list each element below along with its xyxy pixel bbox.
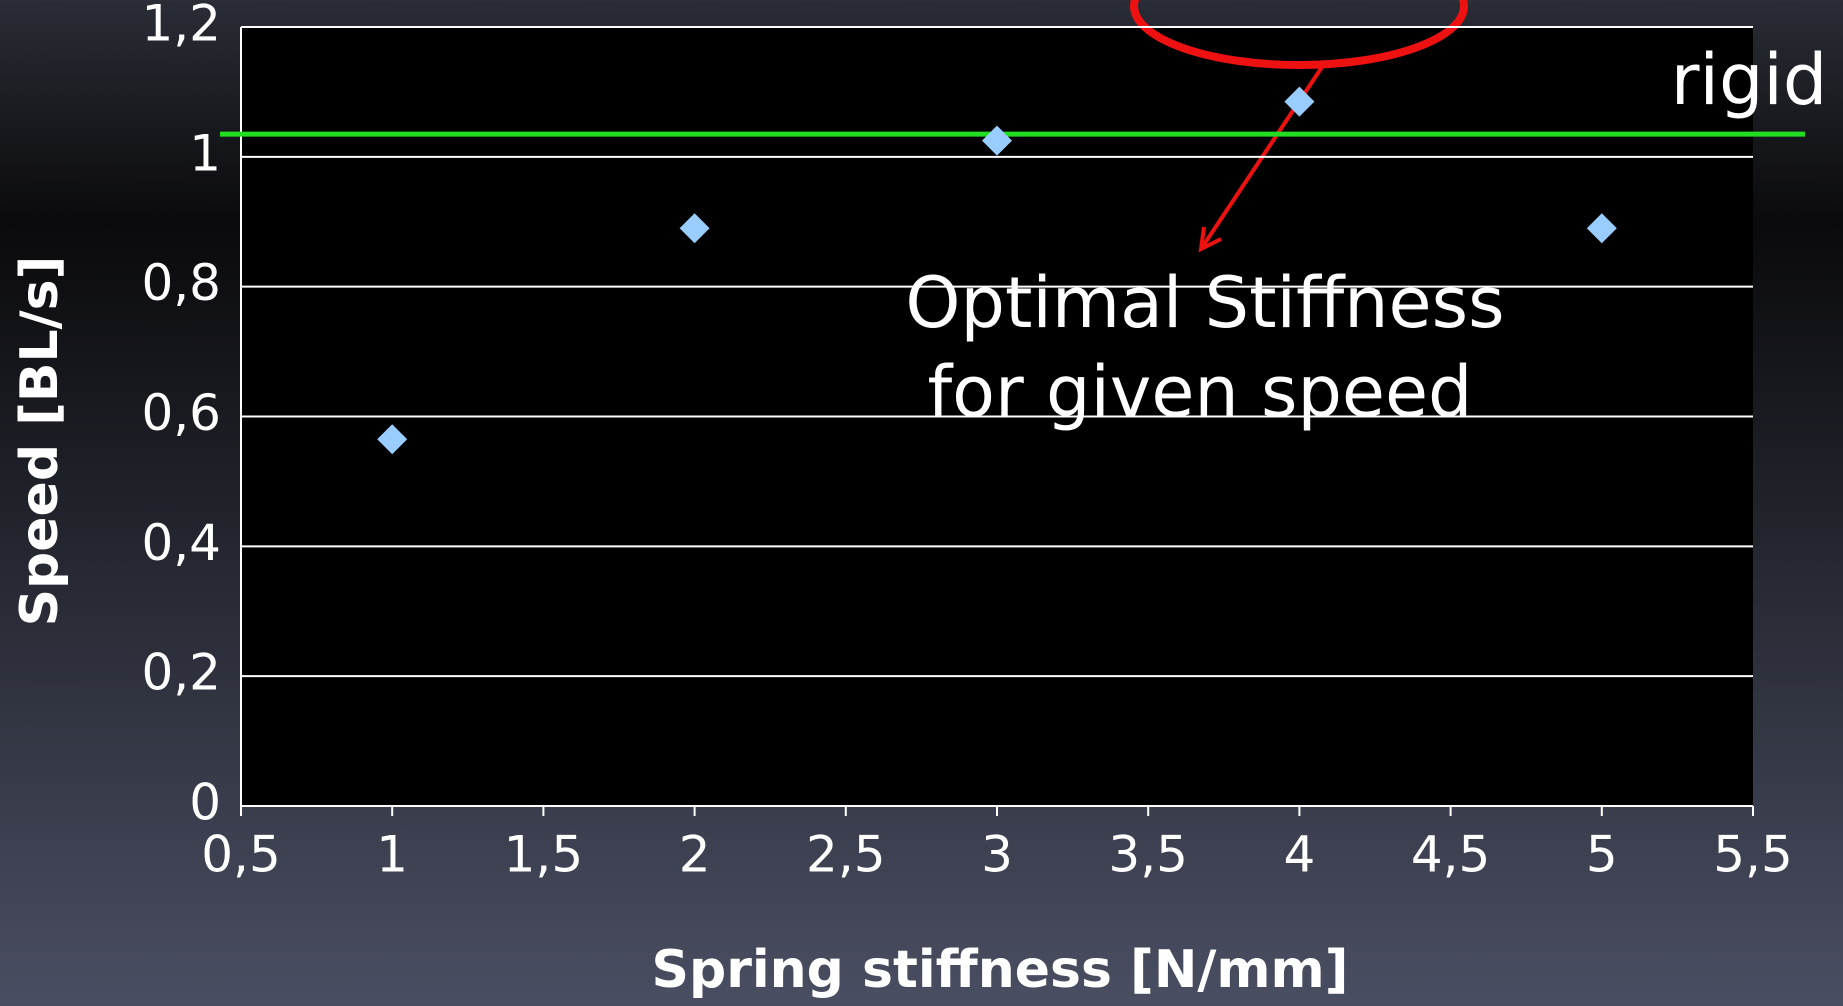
x-tick-label: 3,5 bbox=[1108, 826, 1188, 884]
x-axis-label: Spring stiffness [N/mm] bbox=[652, 940, 1349, 1000]
y-tick-label: 0,2 bbox=[141, 644, 221, 702]
data-point bbox=[1284, 86, 1315, 117]
y-tick-label: 0,6 bbox=[141, 384, 221, 442]
arrow-head bbox=[1198, 226, 1222, 253]
data-point bbox=[1586, 213, 1617, 244]
y-axis-label: Speed [BL/s] bbox=[10, 256, 70, 627]
x-tick-label: 1 bbox=[376, 826, 408, 884]
y-tick-label: 0,4 bbox=[141, 514, 221, 572]
annotation: Optimal Stiffness bbox=[905, 262, 1504, 344]
x-tick-label: 3 bbox=[981, 826, 1013, 884]
x-tick-label: 2,5 bbox=[806, 826, 886, 884]
reference-label: rigid bbox=[1671, 39, 1828, 121]
data-point bbox=[982, 125, 1012, 156]
y-tick-label: 0 bbox=[189, 774, 221, 832]
data-point bbox=[377, 424, 408, 455]
x-tick-label: 2 bbox=[679, 826, 711, 884]
x-tick-label: 4 bbox=[1283, 826, 1315, 884]
x-tick-label: 5,5 bbox=[1713, 826, 1793, 884]
x-tick-label: 1,5 bbox=[504, 826, 584, 884]
x-tick-label: 4,5 bbox=[1411, 826, 1491, 884]
annotation: for given speed bbox=[928, 351, 1473, 433]
y-tick-label: 1,2 bbox=[141, 0, 221, 53]
data-point bbox=[679, 213, 710, 244]
x-tick-label: 5 bbox=[1586, 826, 1618, 884]
x-tick-label: 0,5 bbox=[201, 826, 281, 884]
y-tick-label: 0,8 bbox=[141, 254, 221, 312]
y-tick-label: 1 bbox=[189, 124, 221, 182]
highlight-ellipse bbox=[1130, 0, 1468, 69]
